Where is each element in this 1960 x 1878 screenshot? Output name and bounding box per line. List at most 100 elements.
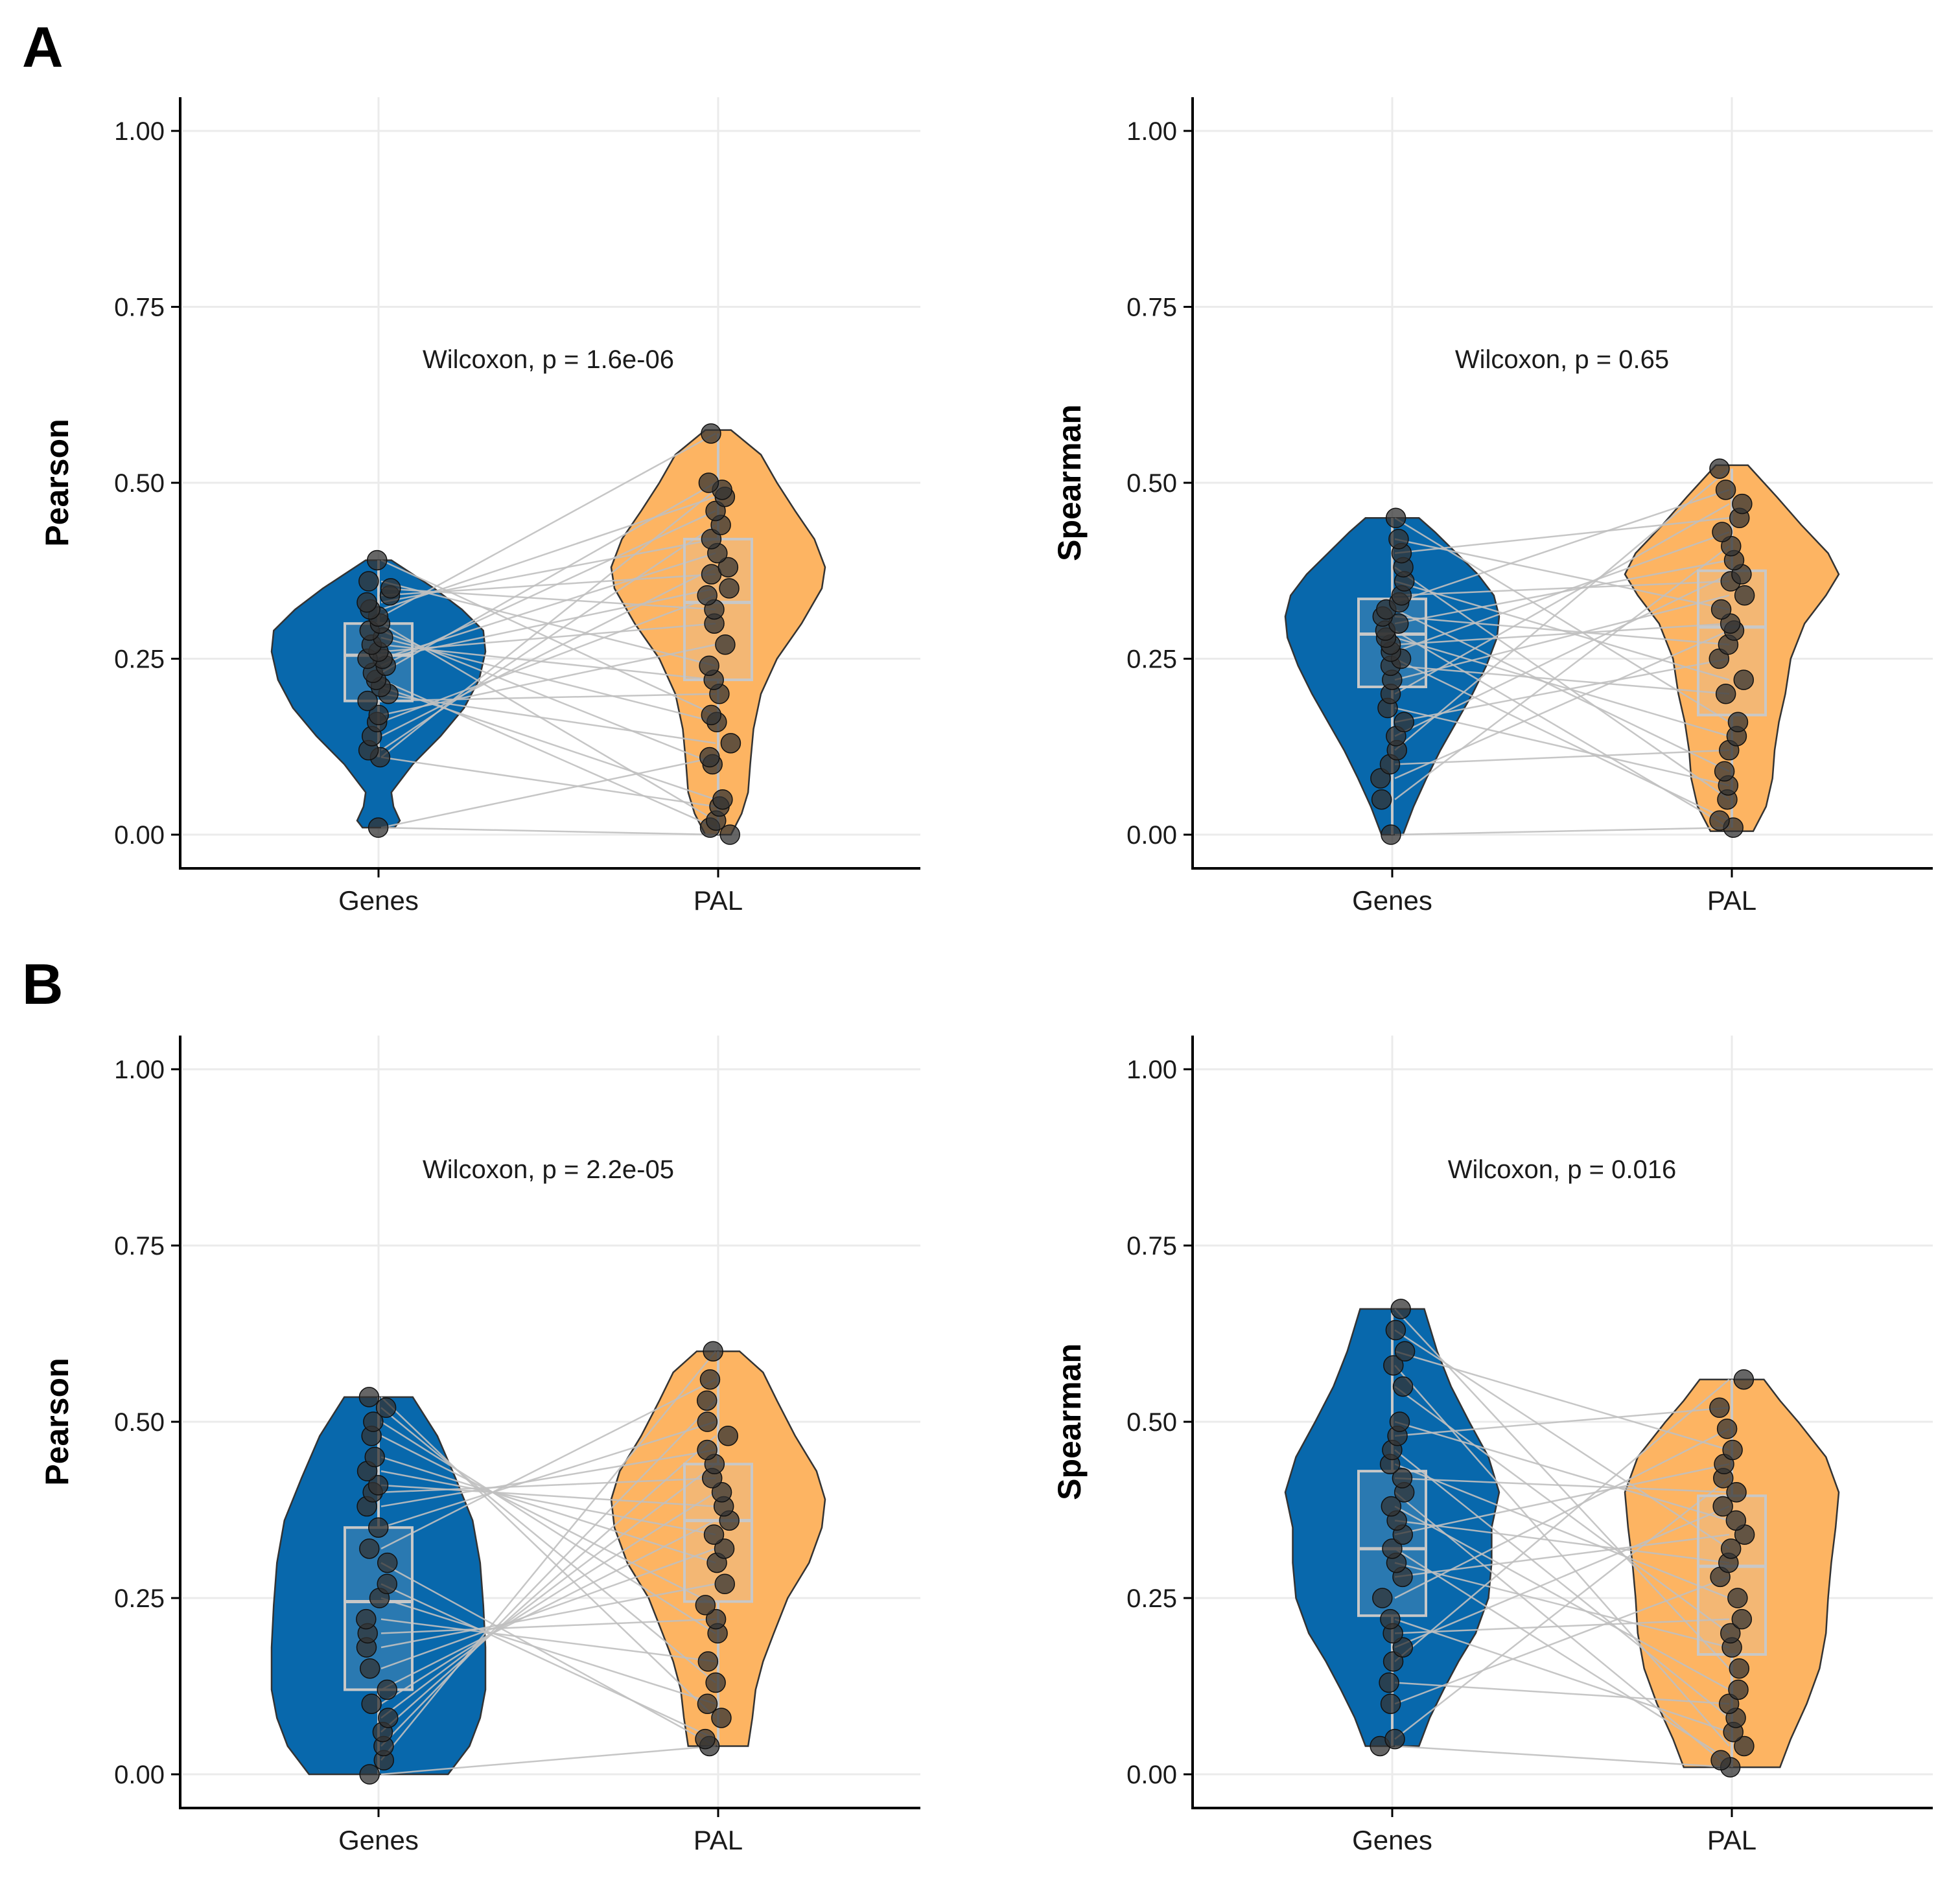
- pair-line: [380, 594, 716, 723]
- data-point-pal: [711, 1708, 732, 1728]
- y-tick-label: 0.75: [114, 1232, 165, 1260]
- y-axis-title: Spearman: [1051, 404, 1088, 561]
- data-point-pal: [1720, 1538, 1742, 1559]
- y-tick-label: 0.25: [114, 1584, 165, 1613]
- pair-line: [1394, 538, 1730, 610]
- data-point-pal: [1733, 669, 1755, 690]
- data-point-genes: [356, 592, 377, 613]
- data-point-genes: [377, 1573, 397, 1594]
- data-point-pal: [701, 529, 722, 550]
- pair-line: [380, 1351, 716, 1761]
- pair-line: [1394, 580, 1730, 681]
- data-point-pal: [1715, 480, 1736, 500]
- y-axis-title: Spearman: [1051, 1343, 1088, 1500]
- pair-line: [1394, 1449, 1730, 1719]
- data-point-pal: [698, 472, 719, 493]
- data-point-pal: [1734, 585, 1755, 606]
- data-point-genes: [1392, 1376, 1414, 1397]
- pair-line: [1394, 636, 1730, 737]
- chart-bottom-right: 0.00 0.25 0.50 0.75 1.00 Genes PAL Spearman Wilc…: [1051, 1036, 1933, 1855]
- pair-line: [380, 826, 716, 836]
- pair-line: [1394, 749, 1730, 765]
- pair-line: [380, 686, 716, 800]
- data-point-genes: [367, 550, 388, 571]
- y-tick-label: 1.00: [114, 1056, 165, 1084]
- data-point-genes: [1383, 1355, 1404, 1376]
- data-point-pal: [697, 1693, 718, 1714]
- y-tick-label: 1.00: [1126, 1056, 1177, 1084]
- data-point-pal: [699, 747, 720, 768]
- data-point-pal: [714, 1538, 735, 1559]
- pair-line: [1394, 1562, 1730, 1649]
- pair-line: [1394, 545, 1730, 800]
- data-point-genes: [377, 1552, 398, 1573]
- y-tick-label: 0.25: [1126, 1584, 1177, 1613]
- pair-line: [380, 1562, 716, 1747]
- data-point-pal: [697, 585, 718, 606]
- data-point-genes: [368, 704, 390, 726]
- data-point-genes: [1385, 507, 1406, 529]
- violin-pal: [1624, 1378, 1840, 1768]
- pair-line: [1394, 489, 1730, 603]
- x-tick-label-pal: PAL: [694, 1825, 743, 1855]
- data-point-genes: [1380, 1608, 1401, 1630]
- data-point-pal: [1733, 1369, 1755, 1390]
- chart-top-left: 0.00 0.25 0.50 0.75 1.00 Genes PAL Pearson Wilco…: [39, 97, 920, 916]
- y-tick-label: 0.00: [1126, 1761, 1177, 1789]
- pair-line: [1394, 622, 1730, 646]
- data-point-genes: [363, 1411, 384, 1432]
- pair-line: [1394, 1491, 1730, 1768]
- data-point-genes: [356, 1608, 377, 1630]
- x-tick-label-pal: PAL: [1707, 885, 1756, 916]
- pair-line: [380, 1745, 716, 1776]
- data-point-genes: [358, 1387, 380, 1408]
- y-axis-title: Pearson: [39, 1358, 75, 1485]
- data-point-pal: [1727, 712, 1749, 732]
- data-point-pal: [697, 1651, 719, 1672]
- x-tick-label-genes: Genes: [338, 1825, 419, 1855]
- data-point-pal: [695, 1595, 716, 1616]
- data-point-pal: [703, 1524, 725, 1545]
- data-point-pal: [718, 1426, 738, 1446]
- data-point-genes: [380, 578, 401, 599]
- pair-line: [1394, 594, 1730, 681]
- pair-line: [1394, 1478, 1730, 1740]
- data-point-genes: [1371, 789, 1392, 810]
- y-tick-label: 0.00: [1126, 821, 1177, 850]
- pair-line: [380, 629, 716, 765]
- data-point-pal: [701, 704, 722, 726]
- y-tick-label: 0.50: [1126, 469, 1177, 498]
- pair-line: [1394, 559, 1730, 625]
- y-tick-label: 0.75: [114, 294, 165, 322]
- pair-line: [380, 1491, 716, 1705]
- data-point-pal: [1715, 684, 1736, 704]
- pair-line: [380, 1449, 716, 1507]
- data-point-pal: [1729, 1658, 1750, 1679]
- pair-line: [1394, 1745, 1730, 1768]
- pair-line: [380, 1583, 716, 1649]
- pair-line: [1394, 707, 1730, 787]
- pair-line: [380, 496, 716, 610]
- data-point-pal: [1710, 1750, 1731, 1770]
- pair-line: [1394, 1505, 1730, 1649]
- data-point-pal: [703, 1341, 723, 1362]
- data-point-pal: [701, 423, 721, 444]
- pair-line: [1394, 1308, 1730, 1669]
- pair-line: [380, 1463, 716, 1719]
- pair-line: [380, 1378, 716, 1549]
- x-tick-label-pal: PAL: [1707, 1825, 1756, 1855]
- data-point-genes: [1394, 712, 1414, 732]
- pair-line: [380, 1618, 716, 1663]
- data-point-pal: [705, 500, 726, 522]
- pair-line: [1394, 1378, 1730, 1662]
- pair-line: [380, 1583, 716, 1740]
- x-tick-label-pal: PAL: [694, 885, 743, 916]
- pair-line: [380, 1520, 716, 1691]
- pair-line: [1394, 1477, 1730, 1494]
- pair-line: [1394, 1520, 1730, 1564]
- y-tick-label: 0.00: [114, 1761, 165, 1789]
- data-point-pal: [1710, 599, 1732, 620]
- data-point-genes: [1390, 1299, 1411, 1319]
- panel-label-b: B: [22, 952, 64, 1016]
- data-point-pal: [1725, 1510, 1747, 1531]
